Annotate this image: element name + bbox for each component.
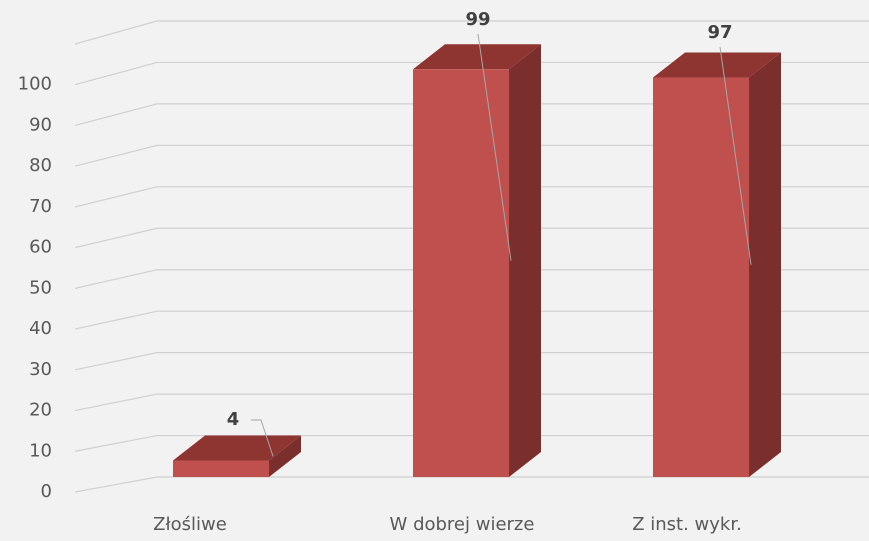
y-tick-label: 100 [18, 74, 52, 95]
grid-line [74, 20, 869, 45]
bar-top [413, 44, 541, 70]
grid-line [74, 227, 869, 249]
bar [413, 69, 509, 478]
grid-line [74, 393, 869, 412]
bar [173, 460, 269, 477]
y-tick-label: 70 [29, 196, 52, 217]
y-tick-label: 10 [29, 440, 52, 461]
leader-line [251, 419, 274, 457]
leader-line [477, 33, 512, 261]
bar-side [509, 44, 541, 478]
value-label: 99 [465, 9, 490, 30]
y-tick-label: 30 [29, 359, 52, 380]
bar-top [173, 435, 301, 461]
y-tick-label: 40 [29, 318, 52, 339]
bar-top [653, 52, 781, 78]
grid-line [74, 310, 869, 330]
grid-line [74, 144, 869, 167]
grid-line [74, 269, 869, 289]
grid-line [74, 476, 869, 493]
bar [653, 77, 749, 477]
bar-side [269, 435, 301, 477]
value-label: 4 [227, 409, 240, 430]
value-label: 97 [707, 22, 732, 43]
grid-line [74, 103, 869, 127]
grid-line [74, 61, 869, 86]
leader-line [719, 46, 752, 265]
y-tick-label: 90 [29, 114, 52, 135]
x-tick-label: W dobrej wierze [390, 514, 535, 535]
grid-line [74, 434, 869, 452]
y-tick-label: 50 [29, 277, 52, 298]
x-tick-label: Z inst. wykr. [632, 514, 742, 535]
bar-side [749, 52, 781, 477]
y-tick-label: 0 [41, 481, 52, 502]
y-tick-label: 20 [29, 400, 52, 421]
y-tick-label: 60 [29, 237, 52, 258]
y-tick-label: 80 [29, 155, 52, 176]
x-tick-label: Złośliwe [153, 514, 227, 535]
grid-line [74, 352, 869, 371]
grid-line [74, 186, 869, 208]
